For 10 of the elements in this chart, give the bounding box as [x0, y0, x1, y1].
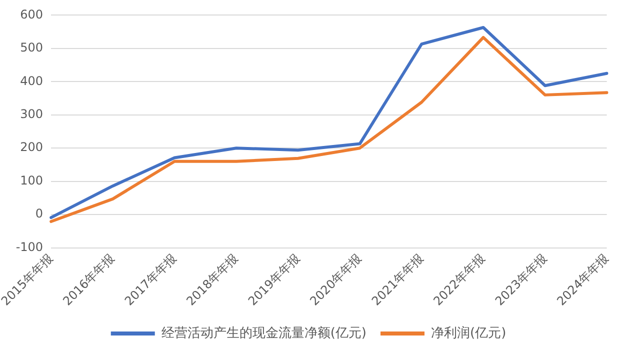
- y-tick-label: 200: [20, 140, 44, 154]
- y-tick-label: 600: [20, 7, 44, 22]
- y-tick-label: 0: [35, 206, 44, 221]
- y-tick-label: -100: [16, 240, 44, 254]
- legend-label: 经营活动产生的现金流量净额(亿元): [161, 324, 367, 341]
- y-tick-label: 500: [20, 40, 44, 55]
- y-tick-label: 300: [20, 106, 44, 121]
- y-tick-label: 100: [20, 173, 44, 188]
- legend-label: 净利润(亿元): [431, 326, 506, 341]
- y-tick-label: 400: [20, 74, 44, 88]
